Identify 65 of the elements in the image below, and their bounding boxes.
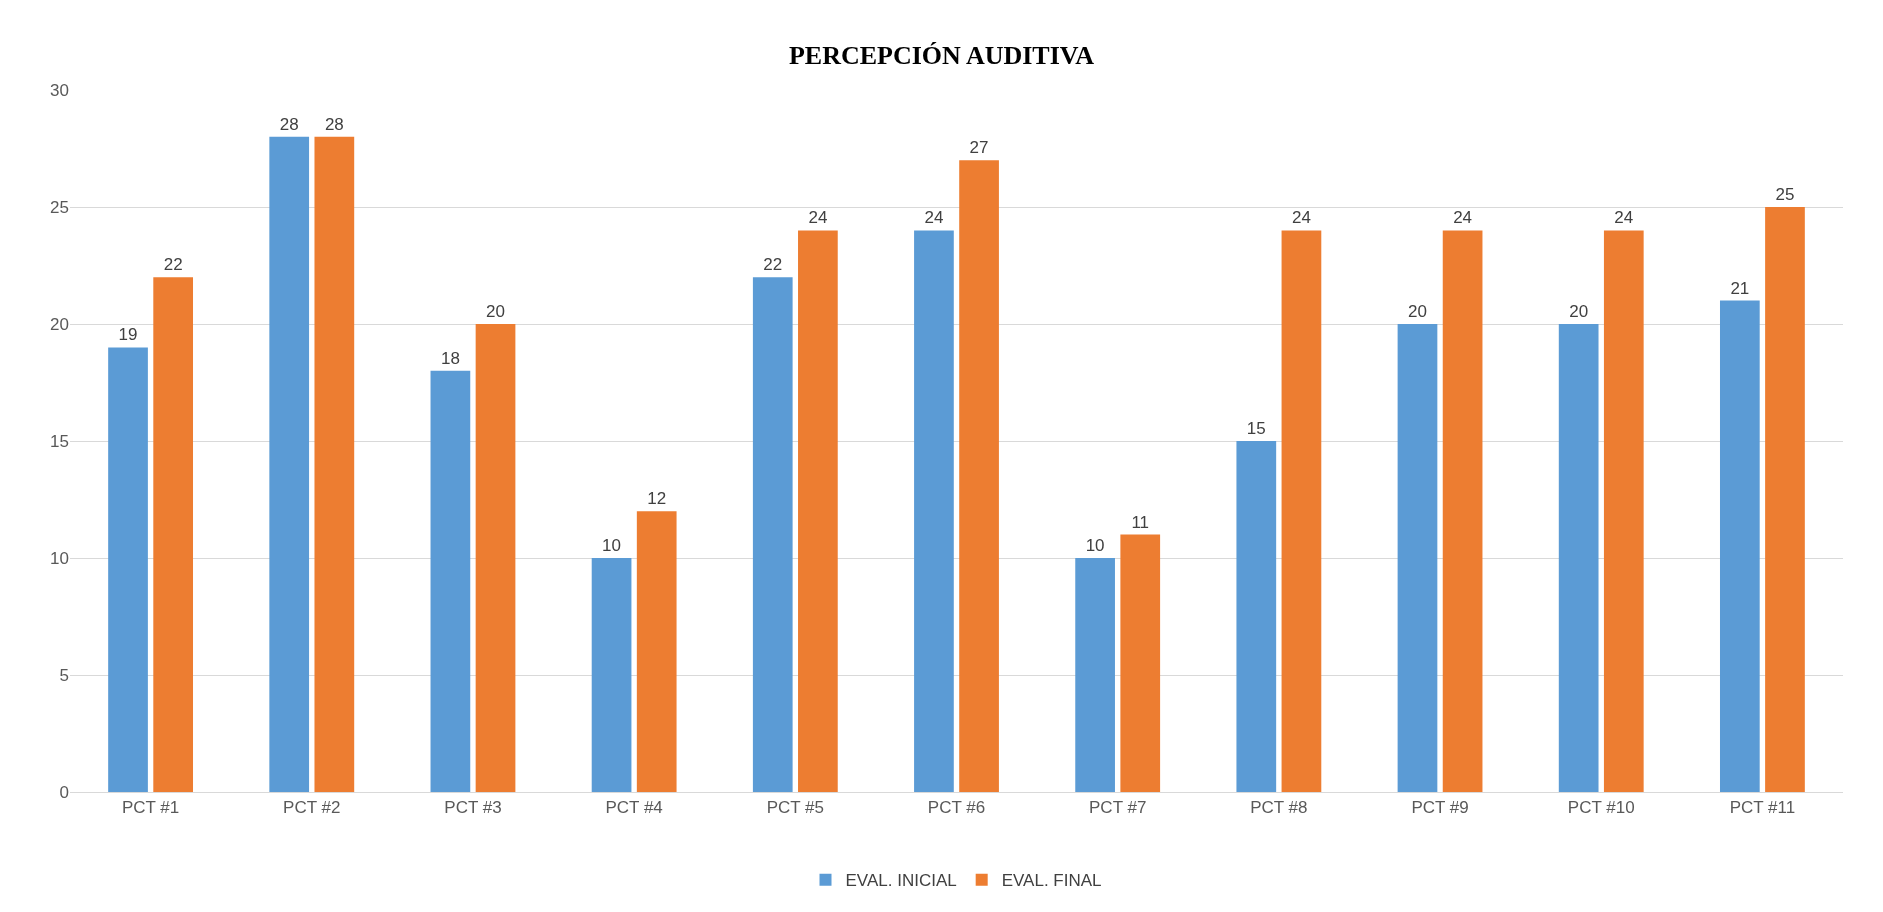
data-label: 15 [1246, 419, 1266, 438]
bar [269, 136, 310, 792]
bar [914, 230, 954, 792]
x-tick-label: PCT #11 [1729, 798, 1796, 818]
data-label: 24 [924, 208, 944, 228]
bar [1397, 324, 1438, 792]
data-label: 21 [1730, 278, 1750, 298]
bar [1281, 230, 1322, 792]
bar [959, 160, 999, 792]
data-label: 12 [647, 489, 667, 509]
y-tick-label: 10 [50, 548, 69, 568]
data-label: 22 [763, 255, 783, 275]
bar [636, 511, 677, 792]
data-label: 24 [1291, 208, 1311, 228]
data-label: 22 [163, 255, 183, 275]
chart-title: PERCEPCIÓN AUDITIVA [788, 40, 1095, 70]
x-tick-label: PCT #5 [766, 798, 824, 818]
y-tick-label: 20 [50, 314, 69, 334]
bar [1075, 558, 1115, 792]
legend-label: EVAL. INICIAL [845, 871, 957, 891]
data-label: 24 [808, 208, 828, 228]
x-tick-label: PCT #1 [121, 798, 180, 818]
data-label: 11 [1131, 512, 1150, 532]
data-label: 28 [279, 114, 299, 134]
bar [1558, 324, 1599, 792]
x-tick-label: PCT #3 [444, 798, 502, 818]
legend-label: EVAL. FINAL [1001, 871, 1102, 891]
x-tick-label: PCT #4 [605, 798, 663, 818]
data-label: 25 [1775, 185, 1795, 204]
data-label: 27 [969, 138, 989, 158]
data-label: 20 [1408, 302, 1427, 321]
data-label: 24 [1453, 208, 1473, 228]
bar [1719, 300, 1760, 792]
bar [1442, 230, 1483, 792]
bar [1236, 441, 1277, 792]
x-tick-label: PCT #9 [1411, 798, 1469, 818]
bar [752, 277, 793, 792]
data-label: 20 [486, 302, 505, 321]
y-tick-label: 15 [50, 431, 69, 451]
x-tick-label: PCT #8 [1250, 798, 1308, 818]
bar [108, 347, 148, 792]
x-tick-label: PCT #10 [1567, 798, 1635, 818]
y-tick-label: 0 [59, 782, 69, 802]
data-label: 10 [1085, 536, 1105, 555]
bar [1120, 534, 1161, 792]
data-label: 24 [1614, 208, 1634, 228]
bar [314, 136, 355, 792]
bar [153, 277, 194, 792]
bar [1765, 207, 1805, 792]
y-tick-label: 25 [50, 197, 69, 217]
y-tick-label: 30 [50, 80, 69, 100]
x-tick-label: PCT #6 [927, 798, 986, 818]
data-label: 18 [440, 348, 460, 368]
data-label: 28 [324, 114, 344, 134]
bar [430, 370, 471, 792]
x-tick-label: PCT #2 [283, 798, 341, 818]
bar [1603, 230, 1644, 792]
data-label: 20 [1569, 302, 1589, 321]
x-tick-label: PCT #7 [1089, 798, 1147, 818]
bar [798, 230, 838, 792]
data-label: 19 [118, 325, 138, 345]
y-tick-label: 5 [59, 665, 69, 685]
bar [475, 324, 516, 792]
data-label: 10 [602, 536, 622, 555]
bar [591, 558, 632, 792]
